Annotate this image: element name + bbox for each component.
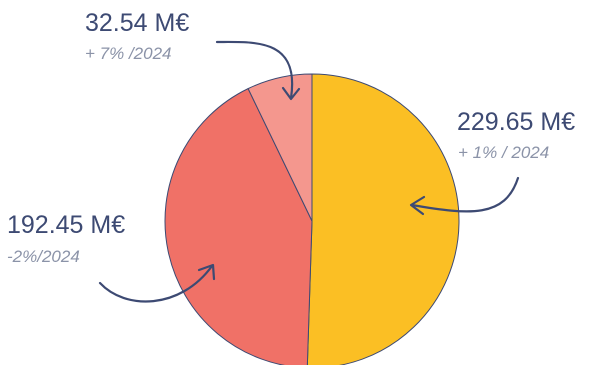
callout-arrow-slice-2 [98, 264, 214, 303]
slice-labels: 229.65 M€ + 1% / 2024 192.45 M€ -2%/2024… [7, 9, 575, 266]
pie-slice-3 [247, 73, 313, 222]
pie-slice-1 [306, 73, 460, 365]
slice-3-value-label: 32.54 M€ [85, 9, 189, 37]
pie-slice-2 [164, 88, 313, 365]
callout-arrow-slice-3 [215, 40, 294, 100]
slice-2-change-label: -2%/2024 [7, 247, 80, 266]
slice-2-value-label: 192.45 M€ [7, 211, 125, 239]
slice-3-change-label: + 7% /2024 [85, 44, 172, 63]
slice-1-value-label: 229.65 M€ [457, 108, 575, 136]
pie-slices [164, 73, 460, 365]
slice-1-change-label: + 1% / 2024 [458, 143, 549, 162]
callout-arrow-slice-1 [410, 176, 520, 213]
callout-arrows [98, 40, 520, 303]
